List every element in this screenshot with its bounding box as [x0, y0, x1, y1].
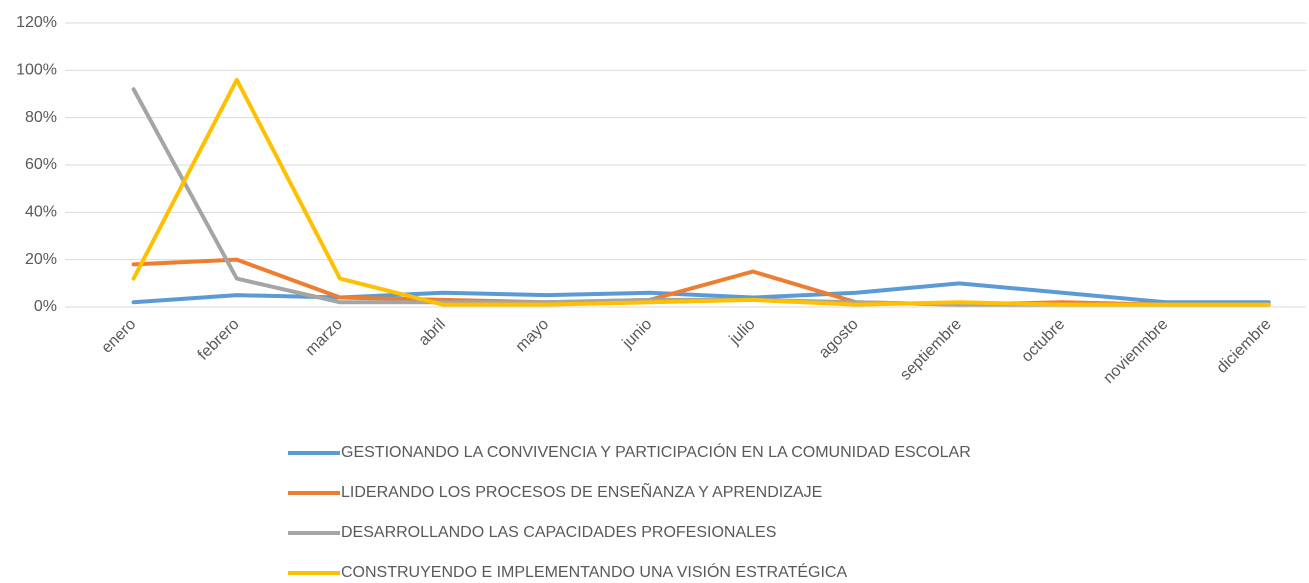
- y-tick-label: 20%: [25, 251, 57, 268]
- series-line: [131, 77, 1271, 307]
- x-tick-label: septiembre: [897, 316, 965, 384]
- y-tick-label: 40%: [25, 204, 57, 221]
- legend-label: CONSTRUYENDO E IMPLEMENTANDO UNA VISIÓN …: [341, 562, 847, 581]
- legend-label: DESARROLLANDO LAS CAPACIDADES PROFESIONA…: [341, 524, 776, 541]
- y-tick-label: 60%: [25, 156, 57, 173]
- y-tick-label: 80%: [25, 109, 57, 126]
- y-tick-label: 120%: [16, 14, 57, 31]
- series-line: [131, 87, 1271, 307]
- x-tick-label: enero: [98, 316, 139, 357]
- legend-label: GESTIONANDO LA CONVIVENCIA Y PARTICIPACI…: [341, 442, 971, 461]
- x-tick-label: abril: [416, 316, 449, 349]
- x-tick-label: mayo: [513, 316, 553, 356]
- x-tick-label: diciembre: [1214, 316, 1275, 377]
- x-tick-label: agosto: [816, 316, 862, 362]
- x-tick-label: octubre: [1018, 316, 1068, 366]
- legend-label: LIDERANDO LOS PROCESOS DE ENSEÑANZA Y AP…: [341, 481, 822, 501]
- x-tick-label: julio: [726, 316, 759, 349]
- x-tick-label: marzo: [302, 316, 346, 360]
- x-tick-label: febrero: [195, 316, 243, 364]
- y-tick-label: 0%: [34, 298, 57, 315]
- y-tick-label: 100%: [16, 62, 57, 79]
- x-tick-label: junio: [619, 316, 656, 353]
- x-tick-label: novienmbre: [1100, 316, 1171, 387]
